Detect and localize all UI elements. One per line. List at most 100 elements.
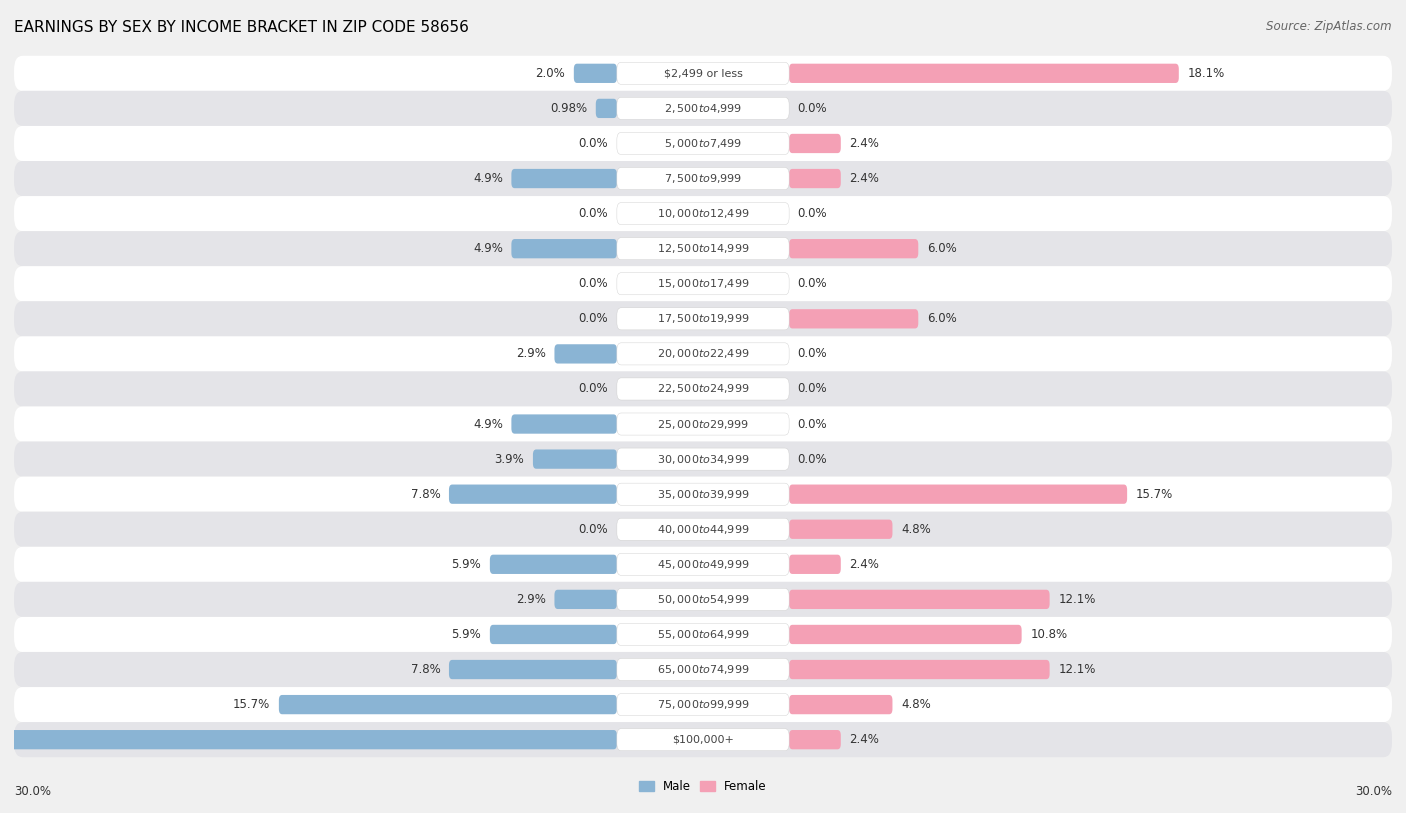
- Text: 30.0%: 30.0%: [14, 785, 51, 798]
- FancyBboxPatch shape: [14, 266, 1392, 302]
- Text: $10,000 to $12,499: $10,000 to $12,499: [657, 207, 749, 220]
- Text: $55,000 to $64,999: $55,000 to $64,999: [657, 628, 749, 641]
- FancyBboxPatch shape: [617, 413, 789, 435]
- FancyBboxPatch shape: [512, 415, 617, 433]
- Text: 0.0%: 0.0%: [797, 102, 827, 115]
- Text: 4.9%: 4.9%: [472, 172, 503, 185]
- Text: 0.0%: 0.0%: [579, 312, 609, 325]
- FancyBboxPatch shape: [789, 309, 918, 328]
- Text: $7,500 to $9,999: $7,500 to $9,999: [664, 172, 742, 185]
- FancyBboxPatch shape: [14, 56, 1392, 91]
- FancyBboxPatch shape: [14, 441, 1392, 476]
- FancyBboxPatch shape: [617, 518, 789, 541]
- FancyBboxPatch shape: [14, 337, 1392, 372]
- Text: 12.1%: 12.1%: [1059, 593, 1095, 606]
- FancyBboxPatch shape: [617, 693, 789, 715]
- FancyBboxPatch shape: [14, 196, 1392, 231]
- FancyBboxPatch shape: [617, 167, 789, 189]
- Text: $50,000 to $54,999: $50,000 to $54,999: [657, 593, 749, 606]
- Text: 2.4%: 2.4%: [849, 558, 879, 571]
- Text: 15.7%: 15.7%: [233, 698, 270, 711]
- Text: $35,000 to $39,999: $35,000 to $39,999: [657, 488, 749, 501]
- Text: 0.0%: 0.0%: [797, 453, 827, 466]
- FancyBboxPatch shape: [449, 485, 617, 504]
- FancyBboxPatch shape: [0, 730, 617, 750]
- FancyBboxPatch shape: [789, 730, 841, 750]
- Text: 2.9%: 2.9%: [516, 593, 546, 606]
- Text: 0.0%: 0.0%: [579, 382, 609, 395]
- FancyBboxPatch shape: [596, 98, 617, 118]
- Text: $75,000 to $99,999: $75,000 to $99,999: [657, 698, 749, 711]
- FancyBboxPatch shape: [617, 202, 789, 224]
- Text: $25,000 to $29,999: $25,000 to $29,999: [657, 418, 749, 431]
- FancyBboxPatch shape: [14, 722, 1392, 757]
- FancyBboxPatch shape: [14, 302, 1392, 337]
- FancyBboxPatch shape: [449, 660, 617, 679]
- Text: 7.8%: 7.8%: [411, 663, 440, 676]
- Text: 5.9%: 5.9%: [451, 558, 481, 571]
- FancyBboxPatch shape: [789, 520, 893, 539]
- Legend: Male, Female: Male, Female: [634, 776, 772, 798]
- FancyBboxPatch shape: [14, 652, 1392, 687]
- Text: $65,000 to $74,999: $65,000 to $74,999: [657, 663, 749, 676]
- FancyBboxPatch shape: [617, 589, 789, 611]
- Text: 4.9%: 4.9%: [472, 418, 503, 431]
- Text: $20,000 to $22,499: $20,000 to $22,499: [657, 347, 749, 360]
- FancyBboxPatch shape: [14, 231, 1392, 266]
- Text: 12.1%: 12.1%: [1059, 663, 1095, 676]
- Text: 4.8%: 4.8%: [901, 698, 931, 711]
- Text: 10.8%: 10.8%: [1031, 628, 1067, 641]
- Text: $2,499 or less: $2,499 or less: [664, 68, 742, 78]
- FancyBboxPatch shape: [789, 589, 1050, 609]
- Text: $2,500 to $4,999: $2,500 to $4,999: [664, 102, 742, 115]
- FancyBboxPatch shape: [617, 624, 789, 646]
- Text: 0.0%: 0.0%: [797, 207, 827, 220]
- FancyBboxPatch shape: [14, 91, 1392, 126]
- Text: Source: ZipAtlas.com: Source: ZipAtlas.com: [1267, 20, 1392, 33]
- Text: 2.4%: 2.4%: [849, 733, 879, 746]
- Text: 0.0%: 0.0%: [797, 347, 827, 360]
- FancyBboxPatch shape: [617, 308, 789, 330]
- FancyBboxPatch shape: [617, 554, 789, 576]
- FancyBboxPatch shape: [554, 589, 617, 609]
- FancyBboxPatch shape: [489, 625, 617, 644]
- FancyBboxPatch shape: [789, 554, 841, 574]
- Text: $12,500 to $14,999: $12,500 to $14,999: [657, 242, 749, 255]
- Text: 0.0%: 0.0%: [797, 277, 827, 290]
- FancyBboxPatch shape: [512, 239, 617, 259]
- Text: 0.0%: 0.0%: [579, 137, 609, 150]
- FancyBboxPatch shape: [617, 343, 789, 365]
- Text: 30.0%: 30.0%: [1355, 785, 1392, 798]
- FancyBboxPatch shape: [617, 272, 789, 295]
- Text: $17,500 to $19,999: $17,500 to $19,999: [657, 312, 749, 325]
- FancyBboxPatch shape: [789, 63, 1178, 83]
- FancyBboxPatch shape: [617, 728, 789, 750]
- Text: 5.9%: 5.9%: [451, 628, 481, 641]
- FancyBboxPatch shape: [617, 659, 789, 680]
- FancyBboxPatch shape: [14, 582, 1392, 617]
- Text: EARNINGS BY SEX BY INCOME BRACKET IN ZIP CODE 58656: EARNINGS BY SEX BY INCOME BRACKET IN ZIP…: [14, 20, 470, 35]
- FancyBboxPatch shape: [617, 98, 789, 120]
- FancyBboxPatch shape: [14, 161, 1392, 196]
- Text: 0.0%: 0.0%: [579, 277, 609, 290]
- Text: 0.0%: 0.0%: [579, 207, 609, 220]
- Text: 6.0%: 6.0%: [927, 242, 956, 255]
- Text: 4.8%: 4.8%: [901, 523, 931, 536]
- FancyBboxPatch shape: [14, 126, 1392, 161]
- FancyBboxPatch shape: [789, 485, 1128, 504]
- FancyBboxPatch shape: [617, 448, 789, 470]
- FancyBboxPatch shape: [789, 695, 893, 715]
- Text: $30,000 to $34,999: $30,000 to $34,999: [657, 453, 749, 466]
- Text: 2.4%: 2.4%: [849, 137, 879, 150]
- FancyBboxPatch shape: [14, 687, 1392, 722]
- Text: 0.0%: 0.0%: [797, 382, 827, 395]
- Text: $45,000 to $49,999: $45,000 to $49,999: [657, 558, 749, 571]
- Text: 2.0%: 2.0%: [536, 67, 565, 80]
- FancyBboxPatch shape: [617, 483, 789, 505]
- Text: 2.9%: 2.9%: [516, 347, 546, 360]
- Text: 3.9%: 3.9%: [495, 453, 524, 466]
- FancyBboxPatch shape: [617, 378, 789, 400]
- FancyBboxPatch shape: [14, 372, 1392, 406]
- FancyBboxPatch shape: [489, 554, 617, 574]
- FancyBboxPatch shape: [617, 133, 789, 154]
